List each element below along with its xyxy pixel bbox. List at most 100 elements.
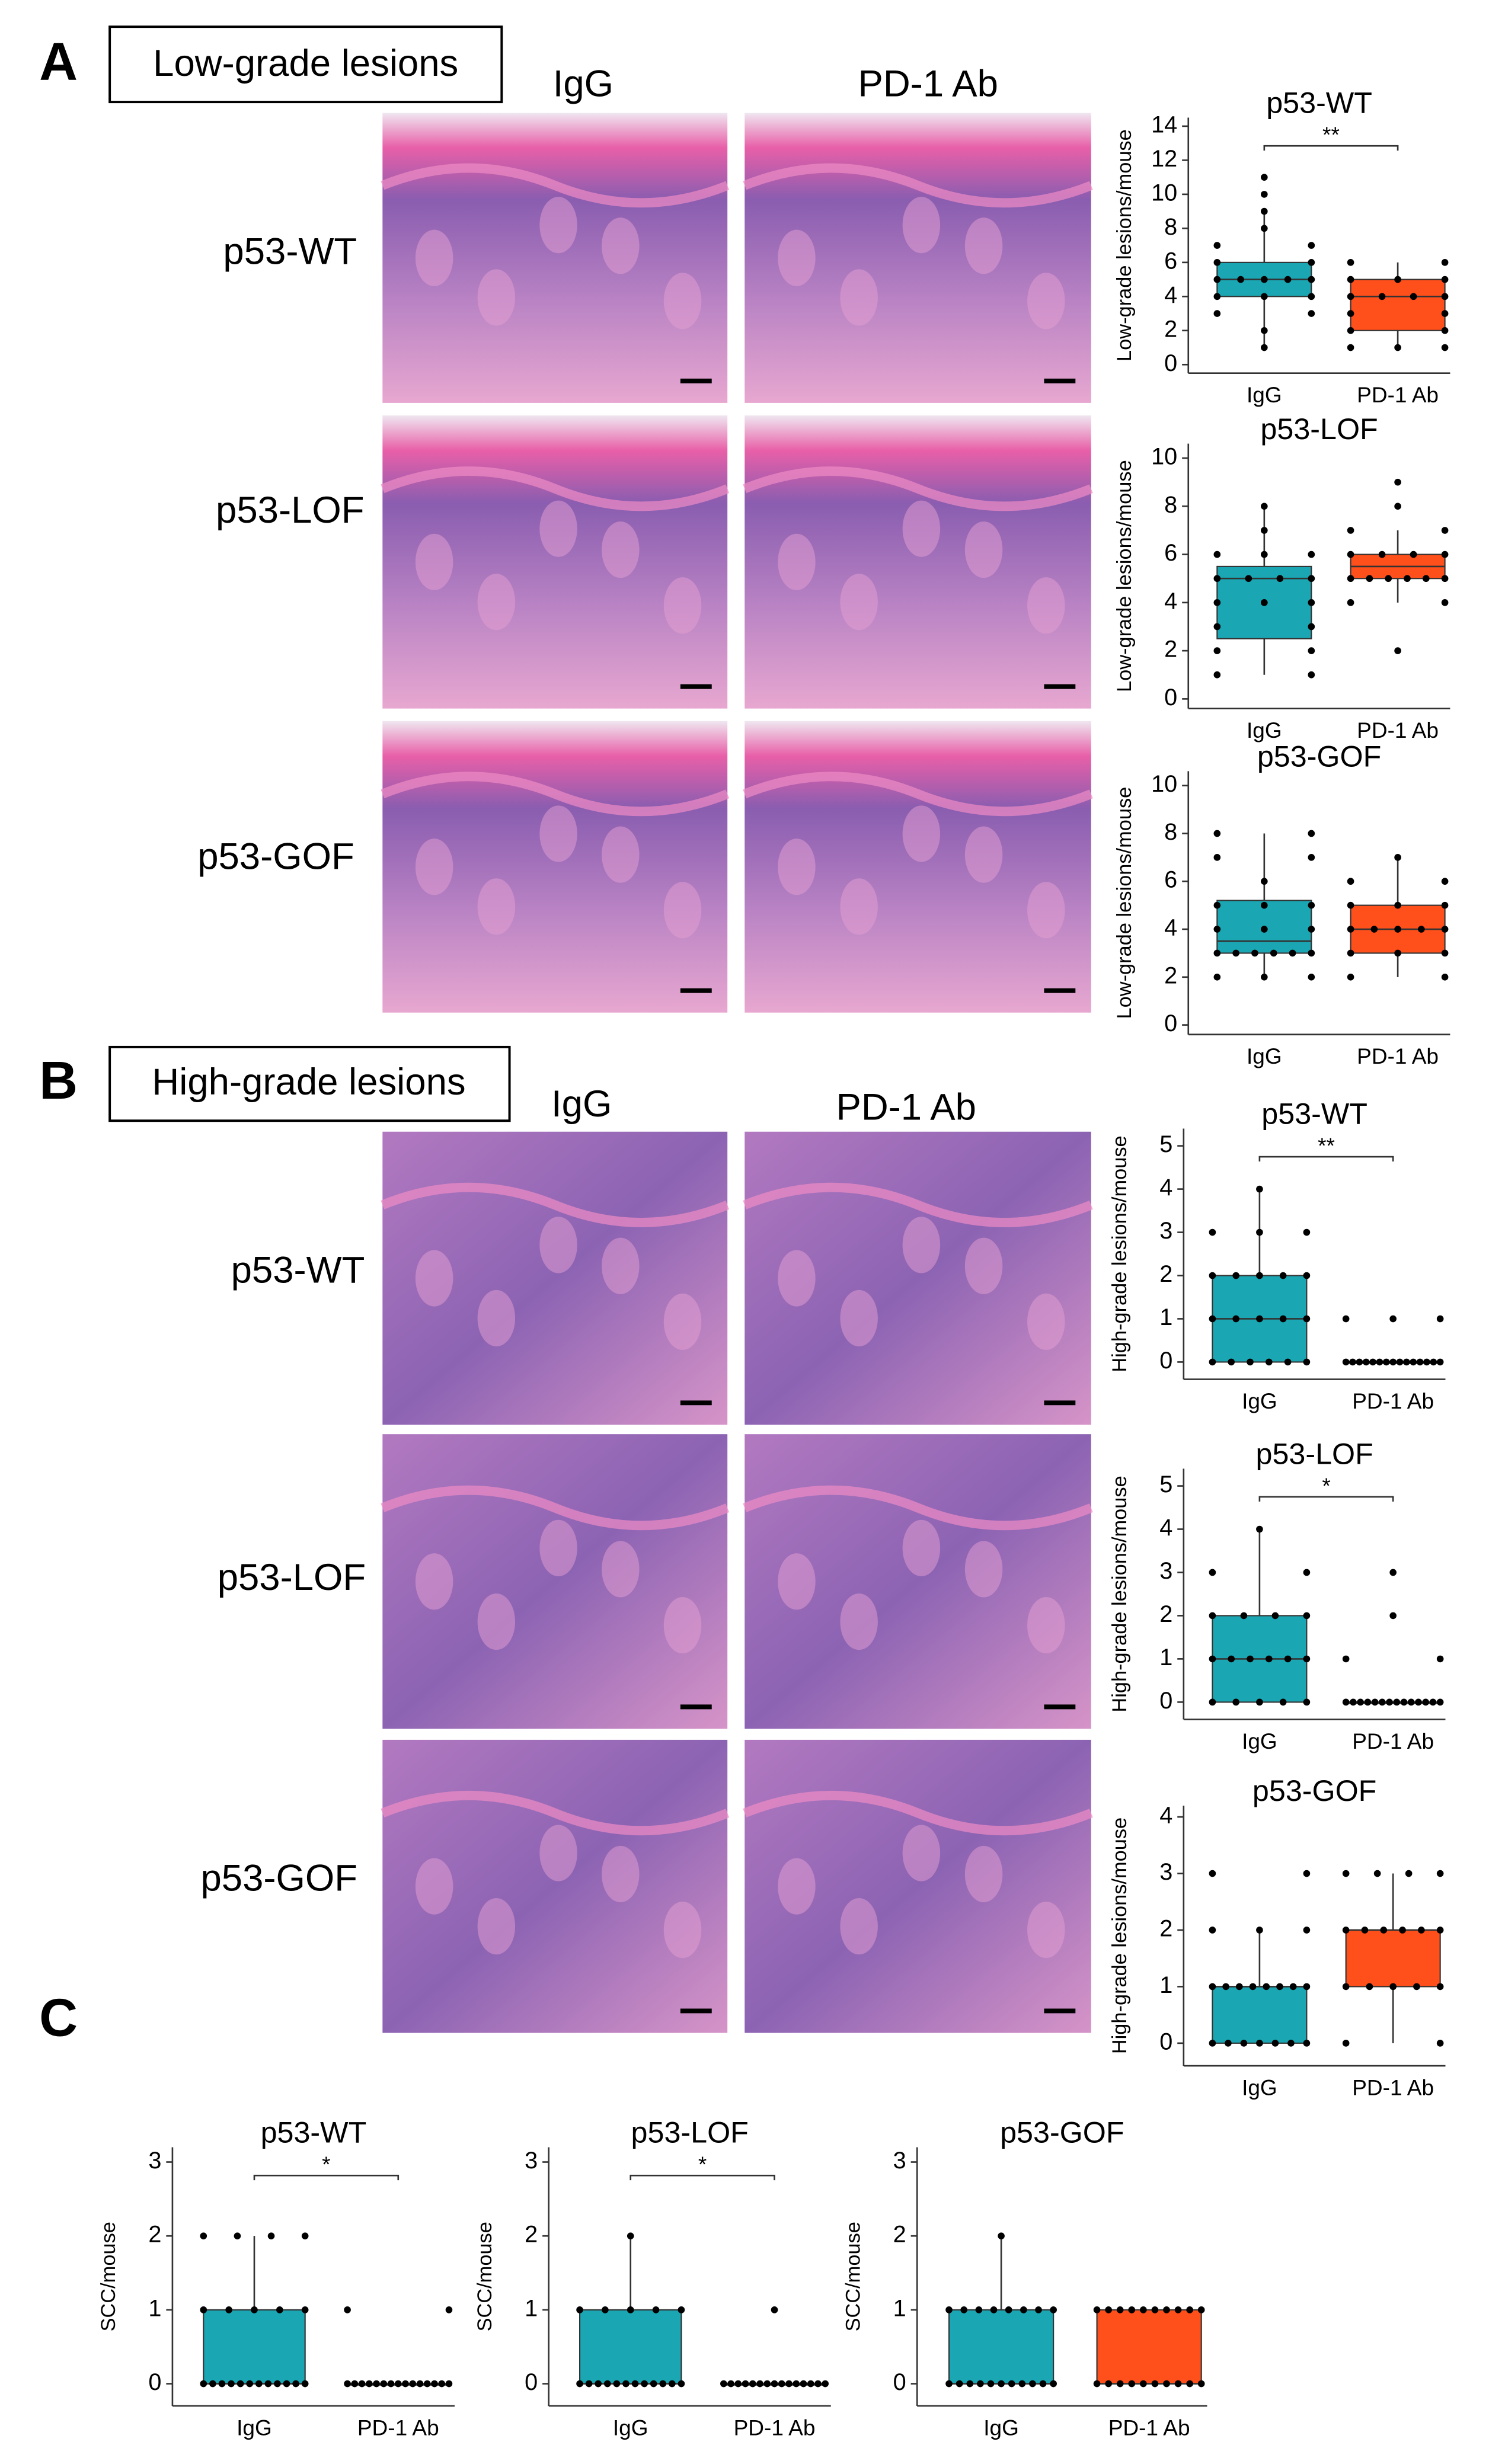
data-point [1430,1358,1437,1366]
box [1096,2309,1202,2385]
chart-title: p53-LOF [631,2116,749,2149]
data-point [1225,2040,1232,2047]
data-point [1228,1358,1235,1366]
box-chart: p53-WT Low-grade lesions/mouse 0 2 4 6 8 10 12 14… [1113,87,1450,407]
data-point [1256,1228,1263,1236]
y-tick-label: 2 [893,2222,906,2248]
data-point [1213,310,1221,317]
data-point [1369,1358,1376,1366]
tissue-texture [381,1182,730,1227]
tissue-texture [415,839,453,895]
tissue-texture [964,521,1003,578]
data-point [1261,327,1268,334]
data-point [1436,1698,1444,1706]
x-tick-label: PD-1 Ab [357,2415,439,2440]
data-point [1308,599,1315,606]
data-point [1394,276,1401,283]
data-point [1441,878,1449,885]
data-point [1174,2380,1182,2388]
data-point [1265,1655,1273,1663]
histology-images [381,113,1093,2033]
data-point [1289,1983,1297,1991]
x-tick-label: PD-1 Ab [1352,2075,1434,2100]
data-point [1256,1315,1263,1323]
data-point [669,2380,676,2388]
data-point [1441,551,1449,558]
y-axis-label: SCC/mouse [842,2222,864,2331]
row-label: p53-LOF [218,1557,366,1598]
data-point [1140,2306,1147,2313]
data-point [1394,949,1401,957]
data-point [1284,1655,1292,1663]
data-point [1404,575,1411,583]
significance-label: ** [1322,122,1340,147]
tissue-texture [381,772,730,817]
title-box [108,1045,511,1122]
x-tick-label: IgG [1242,1729,1277,1753]
data-point [251,2306,258,2313]
tissue-texture [381,163,730,208]
box [1345,1929,1441,1988]
y-tick-label: 2 [1164,962,1177,988]
data-point [1441,259,1449,266]
data-point [1261,973,1268,981]
data-point [1308,830,1315,837]
data-point [1261,207,1268,215]
tissue-texture [539,1519,577,1576]
y-tick-label: 3 [148,2148,161,2174]
data-point [1429,1698,1437,1706]
data-point [1249,1983,1257,1991]
data-point [1441,293,1449,300]
data-point [1347,259,1354,266]
data-point [1407,1698,1415,1706]
data-point [1213,854,1221,861]
box-chart: p53-LOF Low-grade lesions/mouse 0 2 4 6 8 10 IgG… [1113,412,1450,743]
data-point [445,2306,453,2313]
data-point [1373,1870,1381,1877]
tissue-texture [778,1858,816,1915]
data-point [1308,575,1315,583]
data-point [445,2380,453,2388]
data-point [1394,901,1401,909]
x-tick-label: IgG [983,2415,1019,2440]
data-point [1284,1358,1292,1366]
tissue-texture [539,500,577,557]
data-point [1213,926,1221,933]
data-point [1308,242,1315,249]
column-label: PD-1 Ab [836,1086,976,1128]
box [579,2309,682,2385]
data-point [1308,901,1315,909]
data-point [966,2380,974,2388]
data-point [1436,2040,1444,2047]
box-chart: p53-GOF SCC/mouse 0 1 2 3 IgG PD-1 Ab [842,2116,1207,2440]
data-point [1410,293,1417,300]
y-tick-label: 1 [1159,1972,1172,1998]
data-point [793,2380,800,2388]
y-tick-label: 4 [1164,588,1177,614]
data-point [1418,1927,1425,1934]
tissue-texture [902,1825,941,1881]
chart-title: p53-WT [261,2116,367,2149]
y-axis-label: High-grade lesions/mouse [1108,1476,1131,1712]
tissue-texture [415,1553,453,1610]
data-point [785,2380,793,2388]
data-point [267,2232,275,2239]
data-point [1436,1870,1444,1877]
data-point [1396,1358,1404,1366]
row-label: p53-WT [223,231,357,272]
data-point [1247,1358,1254,1366]
data-point [1105,2380,1112,2388]
y-tick-label: 10 [1151,444,1177,470]
y-tick-label: 0 [525,2369,538,2395]
tissue-texture [743,163,1093,208]
tissue-texture [381,1790,730,1836]
y-tick-label: 3 [525,2148,538,2174]
data-point [1271,2040,1279,2047]
data-point [1232,1315,1239,1323]
data-point [1422,1698,1430,1706]
data-point [255,2380,263,2388]
data-point [631,2380,639,2388]
data-point [1261,174,1268,181]
tissue-texture [1027,577,1065,634]
data-point [218,2380,226,2388]
